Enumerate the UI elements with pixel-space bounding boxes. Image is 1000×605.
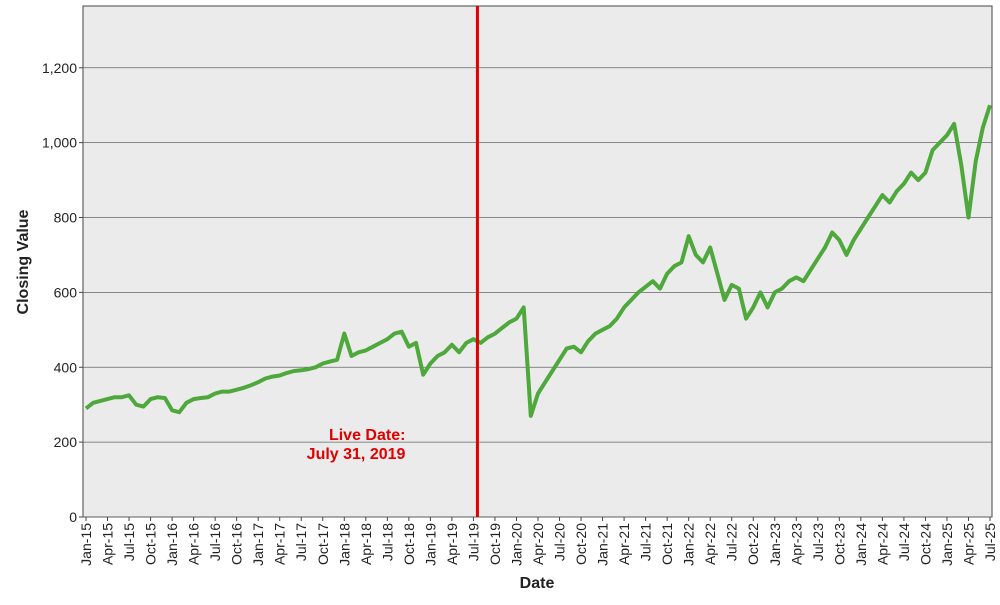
x-tick-label: Apr-18 xyxy=(358,523,374,565)
x-tick-label: Apr-23 xyxy=(788,523,804,565)
annotation-text: July 31, 2019 xyxy=(307,446,406,463)
x-tick-label: Oct-23 xyxy=(831,523,847,565)
x-axis-title: Date xyxy=(520,575,555,592)
annotation-text: Live Date: xyxy=(329,427,405,444)
y-tick-label: 600 xyxy=(54,284,78,300)
x-tick-label: Jul-17 xyxy=(293,523,309,561)
x-tick-label: Jan-24 xyxy=(853,523,869,566)
y-tick-label: 0 xyxy=(69,509,77,525)
x-tick-label: Jan-18 xyxy=(336,523,352,566)
x-tick-label: Jul-23 xyxy=(810,523,826,561)
x-tick-label: Jul-18 xyxy=(379,523,395,561)
x-tick-label: Jan-22 xyxy=(681,523,697,566)
x-tick-label: Oct-20 xyxy=(573,523,589,565)
x-tick-label: Jan-15 xyxy=(78,523,94,566)
x-tick-label: Jul-15 xyxy=(121,523,137,561)
x-tick-label: Jan-25 xyxy=(939,523,955,566)
x-tick-label: Jul-25 xyxy=(982,523,998,561)
x-tick-label: Jan-21 xyxy=(595,523,611,566)
x-tick-label: Apr-19 xyxy=(444,523,460,565)
x-tick-label: Apr-16 xyxy=(186,523,202,565)
x-tick-label: Jul-21 xyxy=(638,523,654,561)
y-tick-label: 400 xyxy=(54,359,78,375)
x-tick-label: Oct-21 xyxy=(659,523,675,565)
x-tick-label: Apr-20 xyxy=(530,523,546,565)
x-tick-label: Apr-25 xyxy=(960,523,976,565)
x-tick-label: Jul-24 xyxy=(896,523,912,561)
x-tick-label: Jan-19 xyxy=(422,523,438,566)
x-tick-label: Oct-19 xyxy=(487,523,503,565)
series-line xyxy=(84,104,992,418)
y-tick-label: 200 xyxy=(54,434,78,450)
x-tick-label: Apr-15 xyxy=(100,523,116,565)
x-tick-label: Oct-22 xyxy=(745,523,761,565)
y-tick-label: 800 xyxy=(54,210,78,226)
x-tick-label: Apr-21 xyxy=(616,523,632,565)
x-tick-label: Jan-16 xyxy=(164,523,180,566)
x-tick-label: Oct-24 xyxy=(917,523,933,565)
x-tick-label: Jul-16 xyxy=(207,523,223,561)
y-tick-label: 1,000 xyxy=(42,135,77,151)
x-tick-label: Apr-17 xyxy=(272,523,288,565)
x-tick-label: Jan-17 xyxy=(250,523,266,566)
x-tick-label: Jan-23 xyxy=(767,523,783,566)
y-tick-label: 1,200 xyxy=(42,60,77,76)
x-tick-label: Jul-19 xyxy=(465,523,481,561)
x-tick-label: Apr-24 xyxy=(874,523,890,565)
plot-area xyxy=(82,5,993,518)
x-tick-label: Oct-18 xyxy=(401,523,417,565)
x-tick-label: Oct-15 xyxy=(143,523,159,565)
x-tick-label: Oct-17 xyxy=(315,523,331,565)
y-axis-title: Closing Value xyxy=(15,209,32,314)
x-tick-label: Jul-20 xyxy=(552,523,568,561)
x-tick-label: Apr-22 xyxy=(702,523,718,565)
x-tick-label: Oct-16 xyxy=(229,523,245,565)
x-tick-label: Jul-22 xyxy=(724,523,740,561)
x-tick-label: Jan-20 xyxy=(508,523,524,566)
